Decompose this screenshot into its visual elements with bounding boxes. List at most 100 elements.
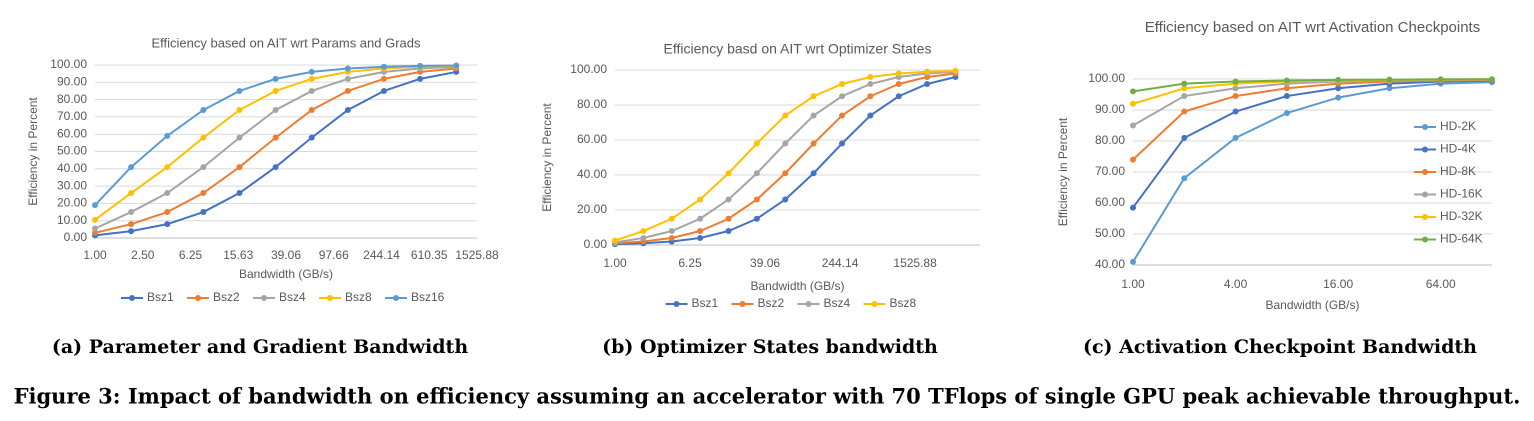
point xyxy=(272,75,279,82)
point xyxy=(236,190,243,197)
point xyxy=(1130,100,1136,107)
x-tick-label: 16.00 xyxy=(1323,277,1353,291)
legend-label: Bsz1 xyxy=(692,296,719,310)
point xyxy=(1232,85,1239,92)
x-tick-label: 2.50 xyxy=(131,248,155,262)
point xyxy=(272,87,279,94)
point xyxy=(753,215,760,222)
point xyxy=(344,65,351,72)
point xyxy=(1283,85,1290,92)
y-tick-label: 0.00 xyxy=(584,237,608,251)
point xyxy=(380,75,387,82)
point xyxy=(697,215,704,222)
point xyxy=(753,170,760,177)
point xyxy=(895,93,902,100)
legend-marker xyxy=(261,295,267,301)
point xyxy=(810,140,817,147)
chart-title: Efficiency based on AIT wrt Activation C… xyxy=(1145,19,1480,36)
point xyxy=(380,87,387,94)
legend-label: Bsz4 xyxy=(279,290,306,304)
x-tick-label: 6.25 xyxy=(678,256,702,270)
point xyxy=(417,62,424,69)
point xyxy=(753,196,760,203)
point xyxy=(782,140,789,147)
y-tick-label: 20.00 xyxy=(57,196,87,210)
point xyxy=(92,202,98,209)
point xyxy=(1386,85,1393,92)
point xyxy=(1232,93,1239,100)
series-line xyxy=(94,70,457,237)
point xyxy=(668,228,675,234)
point xyxy=(782,196,789,203)
x-tick-label: 39.06 xyxy=(271,248,301,262)
point xyxy=(308,134,315,141)
y-tick-label: 60.00 xyxy=(57,126,87,140)
legend-label: HD-4K xyxy=(1440,142,1476,156)
x-tick-label: 39.06 xyxy=(750,256,780,270)
point xyxy=(92,225,98,232)
point xyxy=(867,112,874,119)
y-tick-label: 100.00 xyxy=(1088,71,1125,85)
point xyxy=(1232,134,1239,141)
point xyxy=(1130,122,1136,129)
point xyxy=(612,237,618,244)
point xyxy=(1130,156,1136,163)
legend-marker xyxy=(805,301,812,307)
point xyxy=(924,81,931,87)
point xyxy=(668,215,675,222)
point xyxy=(725,215,732,222)
legend-marker xyxy=(1422,169,1428,175)
point xyxy=(164,132,171,139)
point xyxy=(668,235,675,241)
point xyxy=(867,93,874,100)
y-tick-label: 20.00 xyxy=(577,202,607,216)
subfigure-caption: (a) Parameter and Gradient Bandwidth xyxy=(52,336,468,358)
y-tick-label: 40.00 xyxy=(57,161,87,175)
y-tick-label: 100.00 xyxy=(50,57,87,71)
series-line xyxy=(614,72,956,245)
x-tick-label: 6.25 xyxy=(179,248,203,262)
point xyxy=(164,221,171,228)
point xyxy=(164,209,171,216)
legend-marker xyxy=(673,301,680,307)
point xyxy=(128,190,135,197)
point xyxy=(1181,134,1188,141)
series-line xyxy=(1132,79,1493,209)
point xyxy=(128,209,135,216)
x-tick-label: 97.66 xyxy=(319,248,349,262)
point xyxy=(417,75,424,82)
point xyxy=(867,74,874,80)
point xyxy=(236,134,243,141)
point xyxy=(344,87,351,94)
point xyxy=(1181,175,1188,182)
x-axis-label: Bandwidth (GB/s) xyxy=(239,267,333,281)
point xyxy=(782,112,789,119)
point xyxy=(952,67,959,74)
point xyxy=(1130,258,1136,265)
point xyxy=(867,81,874,87)
point xyxy=(725,170,732,177)
point xyxy=(272,106,279,113)
legend-label: HD-2K xyxy=(1440,119,1476,133)
x-tick-label: 610.35 xyxy=(411,248,448,262)
legend-marker xyxy=(195,295,201,301)
point xyxy=(200,190,207,197)
point xyxy=(782,170,789,177)
point xyxy=(839,140,846,147)
legend-marker xyxy=(393,295,399,301)
point xyxy=(895,81,902,87)
x-tick-label: 244.14 xyxy=(822,256,859,270)
x-tick-label: 15.63 xyxy=(223,248,253,262)
y-axis-label: Efficiency in Percent xyxy=(1056,117,1070,226)
series-line xyxy=(614,69,956,242)
y-tick-label: 100.00 xyxy=(570,62,607,76)
y-tick-label: 40.00 xyxy=(1095,257,1125,271)
y-tick-label: 50.00 xyxy=(1095,226,1125,240)
point xyxy=(308,87,315,94)
point xyxy=(344,75,351,82)
point xyxy=(640,228,647,234)
point xyxy=(128,164,135,171)
legend-marker xyxy=(1422,124,1428,130)
x-axis-label: Bandwidth (GB/s) xyxy=(750,279,844,293)
